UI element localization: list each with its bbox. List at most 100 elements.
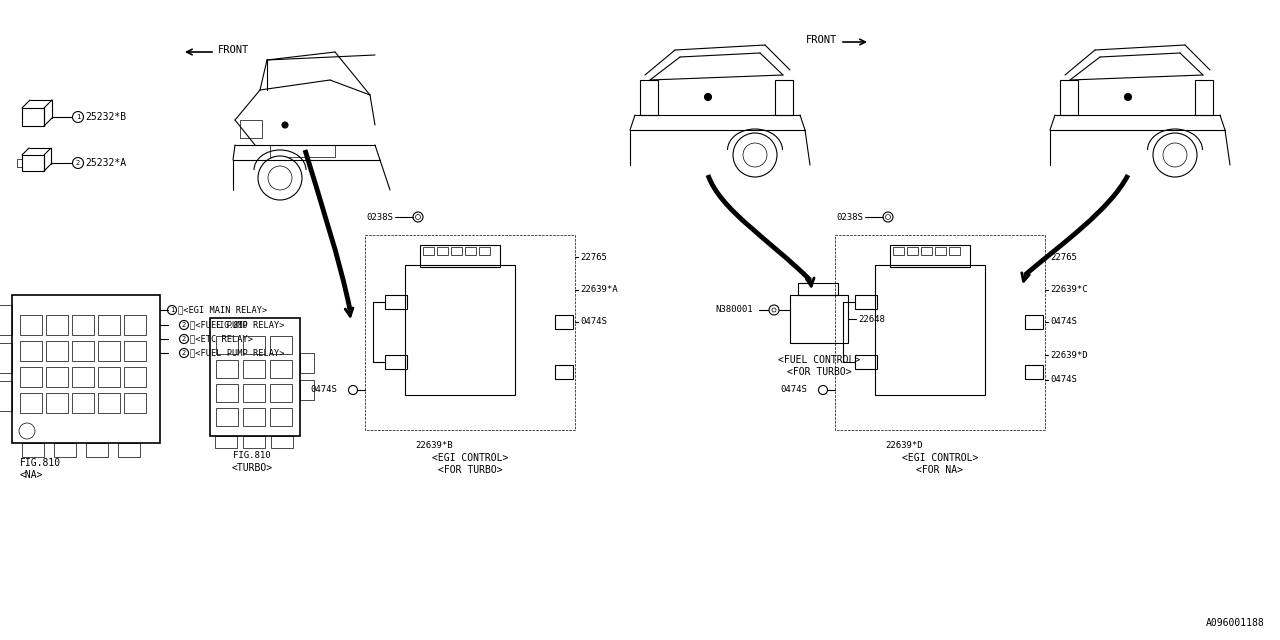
Circle shape <box>179 321 188 330</box>
Bar <box>99 315 120 335</box>
Text: 22639*C: 22639*C <box>1050 285 1088 294</box>
Text: 0474S: 0474S <box>580 317 607 326</box>
Circle shape <box>19 423 35 439</box>
Bar <box>72 367 93 387</box>
Bar <box>790 295 849 343</box>
Text: A096001188: A096001188 <box>1206 618 1265 628</box>
Text: <FOR NA>: <FOR NA> <box>916 465 964 475</box>
Bar <box>876 265 986 395</box>
Bar <box>72 315 93 335</box>
Bar <box>22 108 44 126</box>
Circle shape <box>348 385 357 394</box>
Bar <box>300 380 314 400</box>
Circle shape <box>883 212 893 222</box>
Text: <FUEL CONTROL>: <FUEL CONTROL> <box>778 355 860 365</box>
Bar <box>17 159 22 167</box>
Text: 22639*D: 22639*D <box>1050 351 1088 360</box>
Bar <box>20 341 42 361</box>
Bar <box>890 245 970 267</box>
Circle shape <box>1164 143 1187 167</box>
Bar <box>797 283 838 295</box>
Bar <box>243 436 265 448</box>
Circle shape <box>742 143 767 167</box>
Bar <box>948 247 960 255</box>
Bar <box>99 367 120 387</box>
Bar <box>934 247 946 255</box>
Text: 2: 2 <box>76 160 81 166</box>
Text: ②<FUEL PUMP RELAY>: ②<FUEL PUMP RELAY> <box>189 321 284 330</box>
Bar <box>1025 365 1043 379</box>
Text: 2: 2 <box>182 336 186 342</box>
Text: ①<EGI MAIN RELAY>: ①<EGI MAIN RELAY> <box>178 305 268 314</box>
Text: 22639*B: 22639*B <box>415 440 453 449</box>
Bar <box>922 247 932 255</box>
Circle shape <box>704 93 712 100</box>
Bar <box>72 393 93 413</box>
Text: <NA>: <NA> <box>20 470 44 480</box>
Circle shape <box>886 214 891 220</box>
Circle shape <box>168 305 177 314</box>
Text: 1: 1 <box>76 114 81 120</box>
Text: 0474S: 0474S <box>1050 317 1076 326</box>
Bar <box>436 247 448 255</box>
Text: ②<ETC RELAY>: ②<ETC RELAY> <box>189 335 253 344</box>
Bar <box>420 245 500 267</box>
Circle shape <box>413 212 422 222</box>
Circle shape <box>179 349 188 358</box>
Circle shape <box>73 157 83 168</box>
Text: FIG.810: FIG.810 <box>233 451 271 461</box>
Bar <box>124 341 146 361</box>
Text: <FOR TURBO>: <FOR TURBO> <box>438 465 502 475</box>
Bar <box>243 360 265 378</box>
Bar <box>118 443 140 457</box>
Bar <box>385 355 407 369</box>
Bar <box>556 315 573 329</box>
Bar <box>1025 315 1043 329</box>
Text: N380001: N380001 <box>716 305 753 314</box>
Text: 1: 1 <box>170 307 174 313</box>
Text: 0474S: 0474S <box>310 385 337 394</box>
Bar <box>20 393 42 413</box>
Bar <box>422 247 434 255</box>
Bar <box>270 336 292 354</box>
Bar <box>908 247 918 255</box>
Bar <box>12 295 160 443</box>
Text: <FOR TURBO>: <FOR TURBO> <box>787 367 851 377</box>
Bar <box>46 315 68 335</box>
Bar <box>1060 80 1078 115</box>
Circle shape <box>769 305 780 315</box>
Bar <box>216 384 238 402</box>
Bar <box>270 145 335 157</box>
Text: FIG.810: FIG.810 <box>20 458 61 468</box>
Bar <box>99 393 120 413</box>
Bar <box>640 80 658 115</box>
Bar <box>216 408 238 426</box>
Bar <box>271 436 293 448</box>
Bar <box>451 247 462 255</box>
Text: 2: 2 <box>182 322 186 328</box>
Bar <box>556 365 573 379</box>
Bar <box>216 360 238 378</box>
Text: 22765: 22765 <box>580 253 607 262</box>
Text: <TURBO>: <TURBO> <box>232 463 273 473</box>
Text: 0474S: 0474S <box>1050 376 1076 385</box>
Bar <box>893 247 904 255</box>
Circle shape <box>268 166 292 190</box>
Text: 22648: 22648 <box>858 314 884 323</box>
Bar <box>0 343 12 373</box>
Bar <box>855 295 877 309</box>
Bar <box>20 315 42 335</box>
Bar <box>243 336 265 354</box>
Text: ②<FUEL PUMP RELAY>: ②<FUEL PUMP RELAY> <box>189 349 284 358</box>
Bar <box>465 247 476 255</box>
Bar <box>270 384 292 402</box>
Bar <box>54 443 76 457</box>
Text: 2: 2 <box>182 350 186 356</box>
Bar <box>300 353 314 373</box>
Text: <EGI CONTROL>: <EGI CONTROL> <box>431 453 508 463</box>
Text: 22639*A: 22639*A <box>580 285 618 294</box>
Circle shape <box>73 111 83 122</box>
Text: <EGI CONTROL>: <EGI CONTROL> <box>902 453 978 463</box>
Bar <box>243 384 265 402</box>
Bar <box>774 80 794 115</box>
